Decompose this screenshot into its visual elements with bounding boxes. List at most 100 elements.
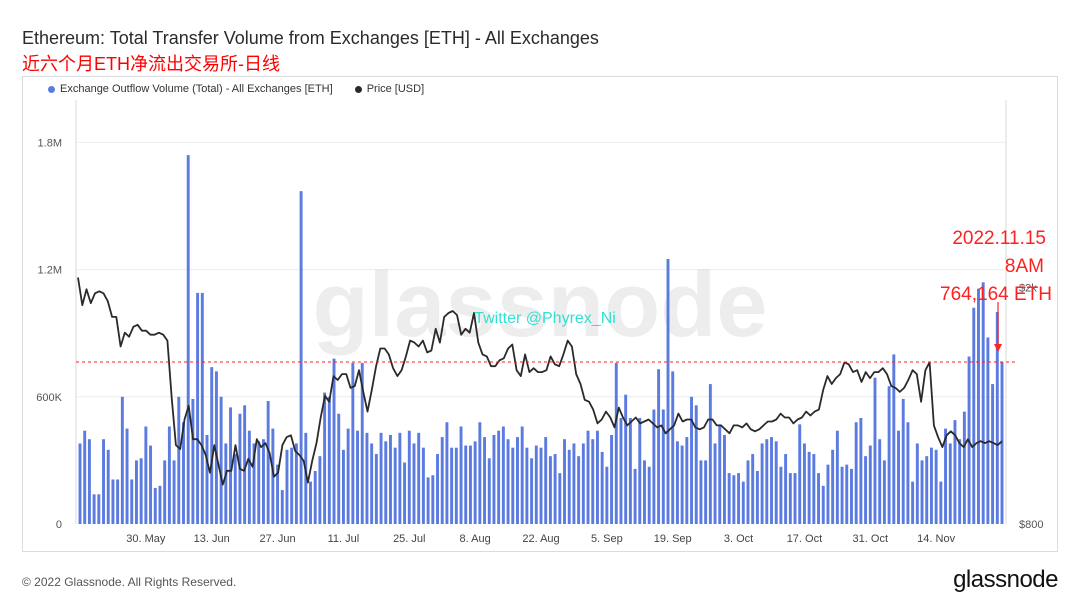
bar: [172, 460, 176, 524]
x-tick-label: 22. Aug: [522, 533, 559, 545]
bar: [581, 443, 585, 524]
bar: [784, 454, 788, 524]
bar: [78, 443, 82, 524]
bar: [266, 401, 270, 524]
bar: [723, 434, 726, 524]
bar: [87, 439, 91, 524]
bar: [309, 481, 312, 524]
bar: [97, 494, 101, 524]
bar: [191, 398, 195, 524]
bar: [294, 443, 298, 524]
bar: [741, 481, 745, 524]
bar: [864, 456, 868, 524]
bar: [468, 445, 472, 524]
bar: [323, 392, 327, 524]
bar: [134, 460, 138, 524]
bar: [817, 473, 820, 524]
bar: [473, 441, 477, 524]
bar: [600, 451, 604, 524]
bar: [412, 443, 416, 524]
bar: [962, 411, 966, 524]
bar: [939, 481, 943, 524]
bar: [534, 445, 538, 524]
bar: [120, 396, 124, 524]
bar: [878, 439, 882, 524]
bar: [765, 439, 769, 524]
bar: [911, 481, 915, 524]
bar: [487, 458, 491, 524]
bar: [182, 422, 185, 524]
bar: [144, 426, 148, 524]
bar: [798, 424, 802, 524]
bar: [977, 288, 980, 524]
bar: [986, 337, 990, 524]
bar: [200, 292, 204, 524]
bar: [770, 437, 773, 524]
bar: [901, 398, 905, 524]
bar: [163, 460, 167, 524]
bar: [746, 460, 750, 524]
bar: [525, 447, 529, 524]
bar: [403, 462, 407, 524]
bar: [812, 454, 816, 524]
bar: [563, 439, 566, 524]
bar: [920, 460, 924, 524]
bar: [374, 454, 378, 524]
bar: [506, 439, 510, 524]
bar: [948, 443, 952, 524]
bar: [313, 471, 317, 524]
bar: [186, 155, 190, 524]
legend-item-price[interactable]: Price [USD]: [354, 83, 424, 95]
bar: [290, 447, 294, 524]
bar: [389, 434, 392, 524]
bar: [755, 471, 759, 524]
bar: [511, 447, 515, 524]
legend-swatch-price: [354, 85, 362, 93]
bar: [341, 449, 345, 524]
chart-legend: Exchange Outflow Volume (Total) - All Ex…: [48, 83, 424, 95]
bar: [501, 426, 505, 524]
x-tick-label: 13. Jun: [194, 533, 230, 545]
bar: [196, 292, 200, 524]
bar: [360, 362, 364, 524]
bar: [972, 307, 976, 524]
bar: [158, 485, 162, 524]
bar: [483, 437, 487, 524]
bar: [516, 437, 519, 524]
bar: [407, 430, 411, 524]
bar: [680, 445, 684, 524]
bar: [882, 460, 886, 524]
bar: [252, 443, 256, 524]
bar: [558, 473, 562, 524]
bar: [285, 449, 289, 524]
bar: [572, 443, 576, 524]
bar: [233, 454, 237, 524]
bar-series: [78, 155, 1004, 524]
bar: [478, 422, 482, 524]
bar: [83, 430, 87, 524]
bar: [219, 396, 223, 524]
glassnode-watermark: glassnode: [312, 254, 767, 356]
bar: [699, 460, 703, 524]
bar: [704, 460, 708, 524]
bar: [826, 464, 830, 524]
legend-item-outflow[interactable]: Exchange Outflow Volume (Total) - All Ex…: [48, 83, 333, 95]
x-tick-label: 30. May: [126, 533, 166, 545]
price-line: [77, 277, 1003, 486]
x-tick-label: 25. Jul: [393, 533, 425, 545]
bar: [638, 418, 642, 524]
bar: [690, 396, 693, 524]
bar: [779, 466, 783, 524]
legend-swatch-outflow: [48, 85, 55, 93]
bar: [398, 432, 402, 524]
bar: [177, 396, 181, 524]
chart-frame: [22, 76, 1058, 552]
bar: [647, 466, 651, 524]
bar: [243, 405, 247, 524]
bar: [210, 367, 214, 524]
bar: [628, 418, 632, 524]
bar: [727, 473, 731, 524]
bar: [365, 432, 369, 524]
bar: [624, 394, 628, 524]
